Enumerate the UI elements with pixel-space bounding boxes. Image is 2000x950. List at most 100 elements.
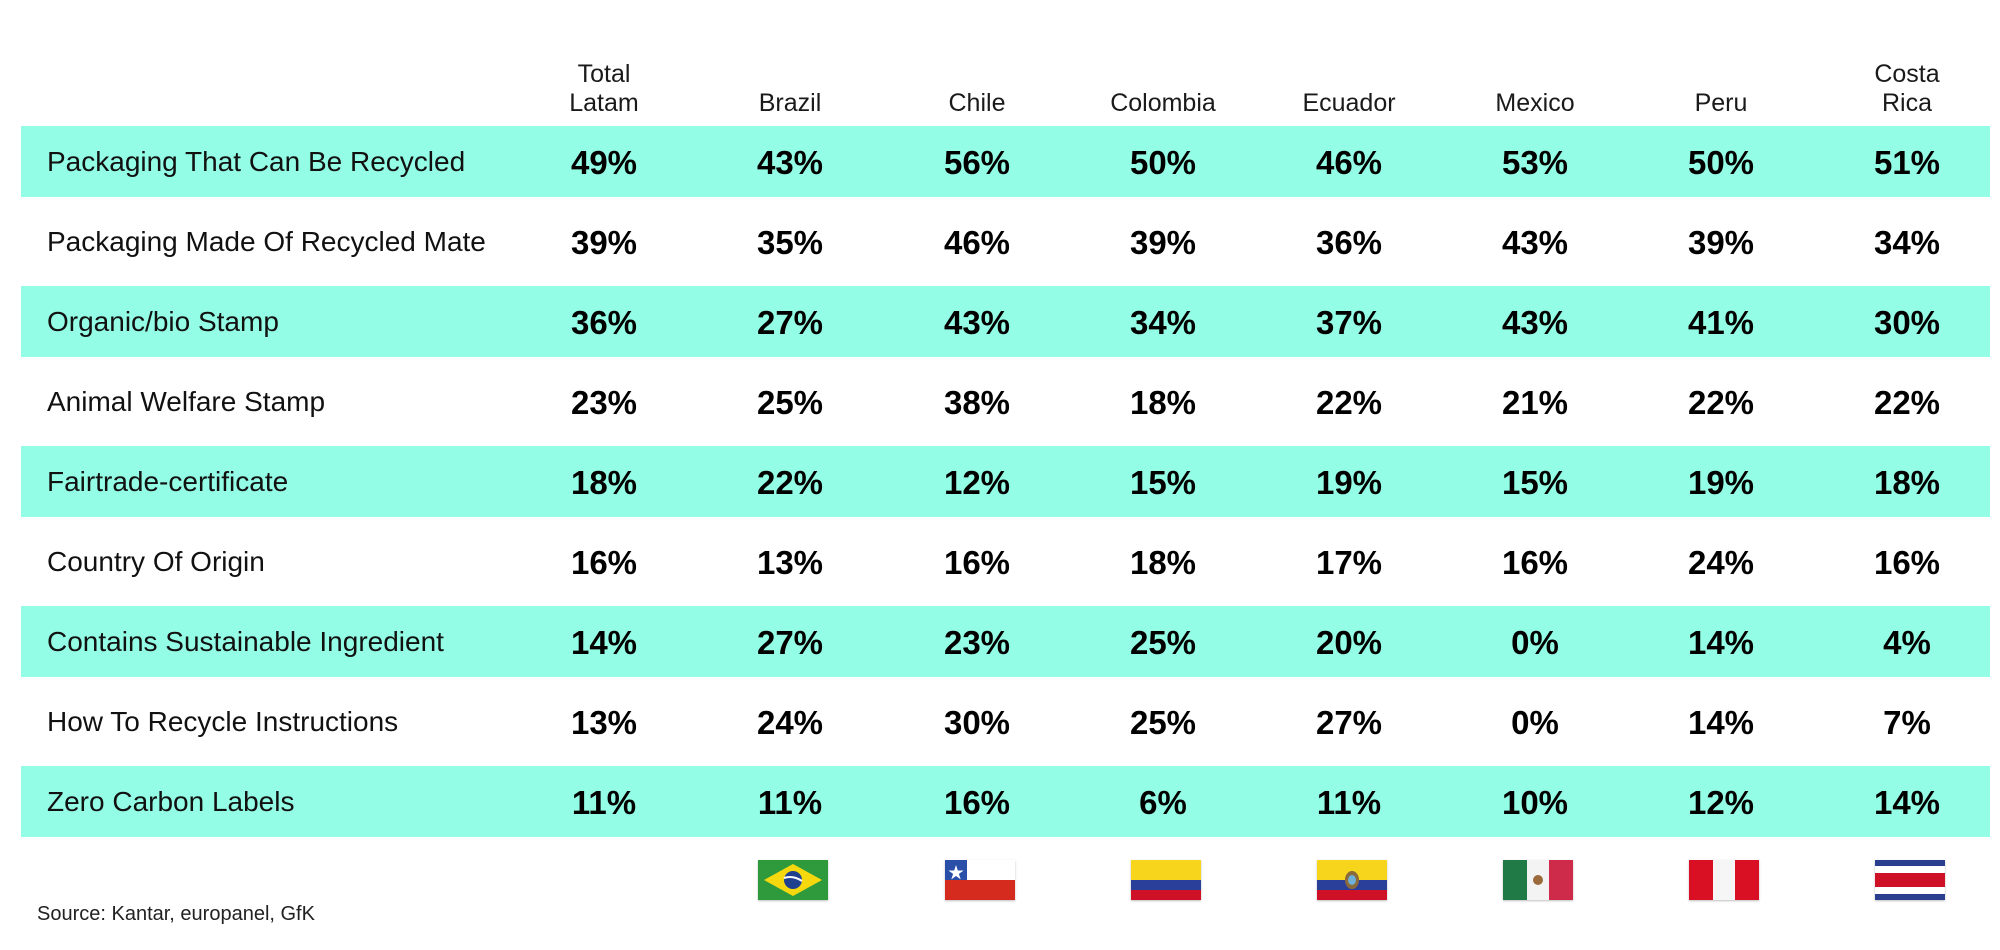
brazil-flag-icon bbox=[758, 860, 828, 900]
value-cell: 18% bbox=[570, 464, 638, 501]
value-cell: 50% bbox=[1129, 144, 1197, 181]
column-header: Chile bbox=[948, 89, 1006, 117]
value-cell: 25% bbox=[1129, 624, 1197, 661]
value-cell: 16% bbox=[570, 544, 638, 581]
value-cell: 14% bbox=[1687, 704, 1755, 741]
value-cell: 46% bbox=[1315, 144, 1383, 181]
row-label: Zero Carbon Labels bbox=[47, 786, 295, 817]
value-cell: 23% bbox=[570, 384, 638, 421]
value-cell: 12% bbox=[943, 464, 1011, 501]
value-cell: 14% bbox=[1873, 784, 1941, 821]
value-cell: 0% bbox=[1511, 704, 1559, 741]
value-cell: 14% bbox=[1687, 624, 1755, 661]
row-label: Contains Sustainable Ingredient bbox=[47, 626, 444, 657]
value-cell: 37% bbox=[1315, 304, 1383, 341]
table-row: Contains Sustainable Ingredient 14% 27% 23%… bbox=[21, 606, 1990, 677]
value-cell: 39% bbox=[1129, 224, 1197, 261]
value-cell: 13% bbox=[570, 704, 638, 741]
value-cell: 27% bbox=[756, 624, 824, 661]
value-cell: 13% bbox=[756, 544, 824, 581]
value-cell: 43% bbox=[1501, 224, 1569, 261]
value-cell: 34% bbox=[1873, 224, 1941, 261]
column-header: Costa Rica bbox=[1874, 60, 1940, 117]
value-cell: 22% bbox=[1687, 384, 1755, 421]
colombia-flag-icon bbox=[1131, 860, 1201, 900]
value-cell: 7% bbox=[1883, 704, 1931, 741]
mexico-flag-icon bbox=[1503, 860, 1573, 900]
row-label: Organic/bio Stamp bbox=[47, 306, 279, 337]
value-cell: 36% bbox=[1315, 224, 1383, 261]
value-cell: 30% bbox=[943, 704, 1011, 741]
value-cell: 21% bbox=[1501, 384, 1569, 421]
value-cell: 25% bbox=[756, 384, 824, 421]
value-cell: 18% bbox=[1129, 544, 1197, 581]
value-cell: 46% bbox=[943, 224, 1011, 261]
value-cell: 56% bbox=[943, 144, 1011, 181]
value-cell: 51% bbox=[1873, 144, 1941, 181]
value-cell: 18% bbox=[1873, 464, 1941, 501]
value-cell: 20% bbox=[1315, 624, 1383, 661]
table-row: Animal Welfare Stamp 23% 25% 38% 18% 22% 21% 22… bbox=[21, 366, 1990, 437]
column-header: Ecuador bbox=[1302, 89, 1396, 117]
value-cell: 16% bbox=[943, 544, 1011, 581]
column-header: Total Latam bbox=[569, 60, 639, 117]
chile-flag-icon bbox=[945, 860, 1015, 900]
ecuador-flag-icon bbox=[1317, 860, 1387, 900]
value-cell: 11% bbox=[571, 784, 637, 821]
value-cell: 30% bbox=[1873, 304, 1941, 341]
table-row: Packaging Made Of Recycled Mate 39% 35% 46%… bbox=[21, 206, 1990, 277]
peru-flag-icon bbox=[1689, 860, 1759, 900]
value-cell: 39% bbox=[1687, 224, 1755, 261]
value-cell: 0% bbox=[1511, 624, 1559, 661]
row-label: How To Recycle Instructions bbox=[47, 706, 399, 737]
value-cell: 24% bbox=[756, 704, 824, 741]
value-cell: 36% bbox=[570, 304, 638, 341]
row-label: Animal Welfare Stamp bbox=[47, 386, 326, 417]
row-label: Packaging That Can Be Recycled bbox=[47, 146, 466, 177]
value-cell: 19% bbox=[1687, 464, 1755, 501]
value-cell: 11% bbox=[757, 784, 823, 821]
value-cell: 18% bbox=[1129, 384, 1197, 421]
value-cell: 50% bbox=[1687, 144, 1755, 181]
table-row: Organic/bio Stamp 36% 27% 43% 34% 37% 43% 41% 30… bbox=[21, 286, 1990, 357]
value-cell: 22% bbox=[1873, 384, 1941, 421]
table-row: Country Of Origin 16% 13% 16% 18% 17% 16% 24% 16… bbox=[21, 526, 1990, 597]
value-cell: 43% bbox=[756, 144, 824, 181]
value-cell: 38% bbox=[943, 384, 1011, 421]
value-cell: 16% bbox=[1873, 544, 1941, 581]
table-row: How To Recycle Instructions 13% 24% 30% 25% 2… bbox=[21, 686, 1990, 757]
value-cell: 53% bbox=[1501, 144, 1569, 181]
row-label: Packaging Made Of Recycled Mate bbox=[47, 226, 486, 257]
value-cell: 41% bbox=[1687, 304, 1755, 341]
table-row: Zero Carbon Labels 11% 11% 16% 6% 11% 10% 12% 14… bbox=[21, 766, 1990, 837]
value-cell: 15% bbox=[1501, 464, 1569, 501]
value-cell: 15% bbox=[1129, 464, 1197, 501]
value-cell: 43% bbox=[1501, 304, 1569, 341]
column-header: Peru bbox=[1694, 89, 1748, 117]
value-cell: 24% bbox=[1687, 544, 1755, 581]
value-cell: 35% bbox=[756, 224, 824, 261]
value-cell: 11% bbox=[1316, 784, 1382, 821]
column-header: Brazil bbox=[758, 89, 822, 117]
table-row: Fairtrade-certificate 18% 22% 12% 15% 19% 15% 1… bbox=[21, 446, 1990, 517]
column-header: Mexico bbox=[1495, 89, 1575, 117]
value-cell: 16% bbox=[943, 784, 1011, 821]
value-cell: 17% bbox=[1315, 544, 1383, 581]
value-cell: 43% bbox=[943, 304, 1011, 341]
value-cell: 16% bbox=[1501, 544, 1569, 581]
table-row: Packaging That Can Be Recycled 49% 43% 56% 5… bbox=[21, 126, 1990, 197]
value-cell: 4% bbox=[1883, 624, 1931, 661]
value-cell: 34% bbox=[1129, 304, 1197, 341]
value-cell: 25% bbox=[1129, 704, 1197, 741]
costa-rica-flag-icon bbox=[1875, 860, 1945, 900]
value-cell: 49% bbox=[570, 144, 638, 181]
value-cell: 27% bbox=[1315, 704, 1383, 741]
value-cell: 12% bbox=[1687, 784, 1755, 821]
value-cell: 10% bbox=[1501, 784, 1569, 821]
value-cell: 22% bbox=[756, 464, 824, 501]
source-note: Source: Kantar, europanel, GfK bbox=[37, 903, 315, 925]
value-cell: 27% bbox=[756, 304, 824, 341]
value-cell: 14% bbox=[570, 624, 638, 661]
row-label: Country Of Origin bbox=[47, 546, 265, 577]
